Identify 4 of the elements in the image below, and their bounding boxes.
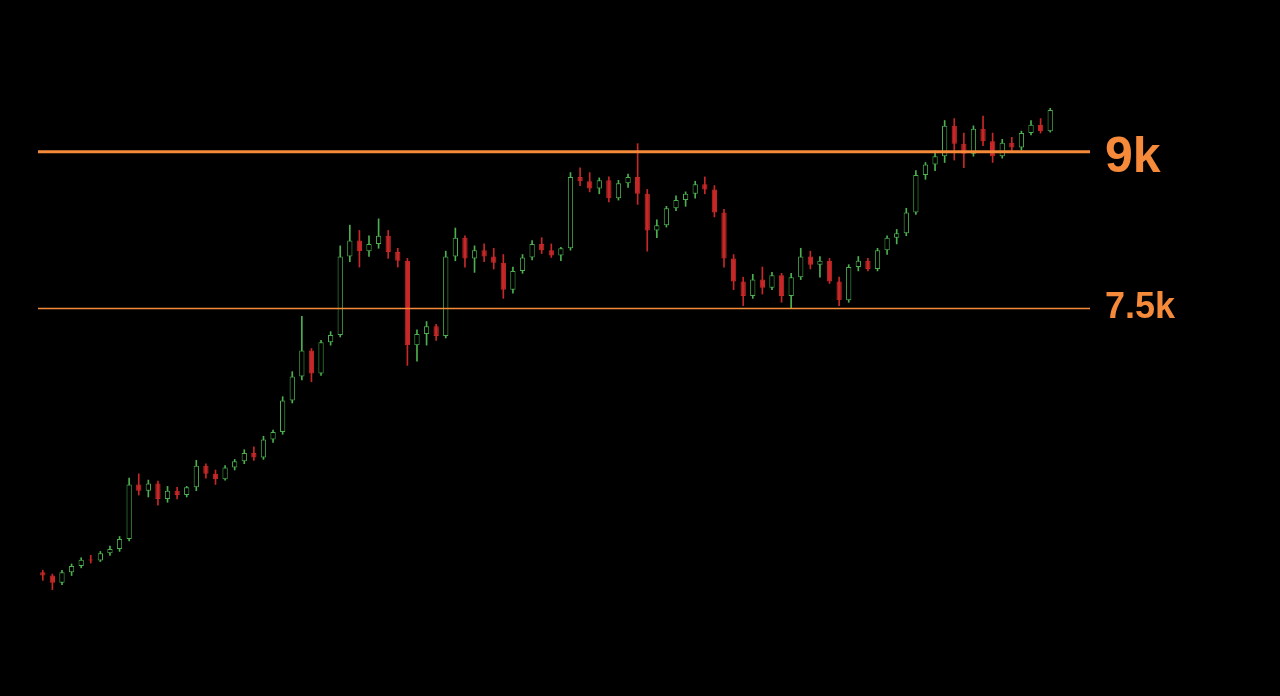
ref-line-label: 9k [1105, 126, 1161, 183]
ref-line-label: 7.5k [1105, 285, 1177, 327]
candlestick [577, 167, 583, 186]
candlestick [817, 256, 823, 278]
